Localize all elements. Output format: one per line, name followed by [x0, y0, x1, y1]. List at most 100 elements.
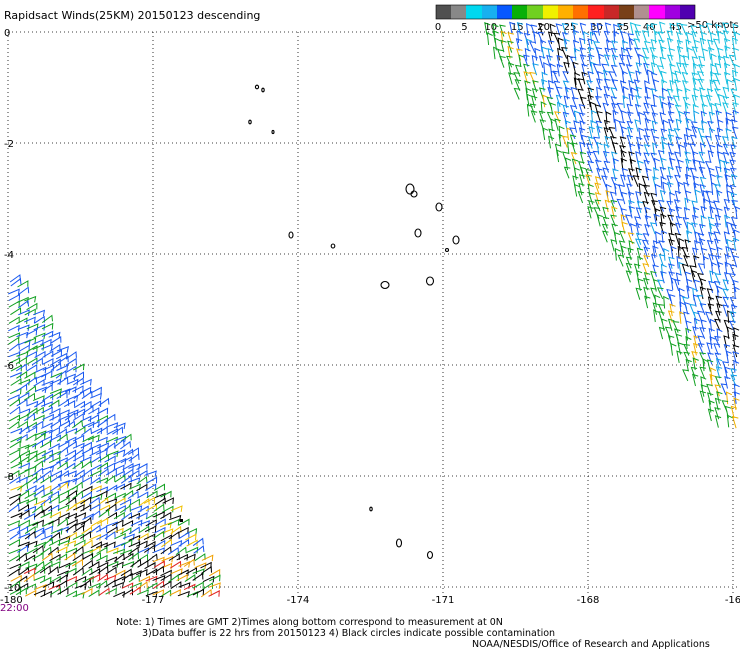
wind-barb	[627, 247, 634, 261]
wind-barb	[683, 343, 690, 356]
wind-barb	[146, 582, 158, 590]
wind-barb	[661, 101, 668, 115]
wind-barb	[154, 518, 166, 526]
wind-barb	[72, 490, 84, 500]
wind-barb	[33, 309, 46, 317]
wind-barb	[153, 560, 165, 568]
wind-barb	[730, 144, 737, 157]
island-outline	[435, 202, 443, 212]
wind-barb	[714, 223, 722, 235]
wind-barb	[41, 406, 53, 414]
wind-barb	[650, 38, 658, 52]
wind-barb	[555, 23, 563, 36]
wind-barb	[48, 331, 61, 339]
wind-barb	[691, 200, 698, 213]
wind-barb	[660, 270, 667, 284]
wind-barb	[725, 246, 732, 259]
wind-barb	[668, 232, 675, 246]
wind-barb	[674, 70, 681, 83]
wind-barb	[663, 247, 670, 261]
wind-barb	[601, 175, 608, 188]
map-title: Rapidsact Winds(25KM) 20150123 descendin…	[4, 9, 261, 22]
wind-barb	[684, 271, 691, 284]
wind-barb	[24, 554, 36, 562]
wind-barb	[73, 390, 85, 400]
wind-barb	[49, 484, 61, 492]
wind-barb	[524, 47, 531, 61]
wind-barb	[170, 505, 183, 512]
wind-barb	[33, 589, 46, 596]
wind-barb	[42, 357, 54, 365]
wind-barb	[708, 231, 715, 245]
wind-barb	[643, 135, 650, 148]
wind-barb	[685, 358, 692, 372]
wind-barb	[71, 481, 83, 490]
island-outline	[444, 247, 450, 253]
latitude-label: -4	[4, 250, 14, 261]
wind-barb	[690, 121, 698, 133]
colorbar-swatch	[649, 5, 665, 19]
wind-barb	[129, 586, 141, 595]
wind-barb	[572, 61, 579, 75]
wind-barb	[714, 214, 722, 228]
wind-barb	[562, 80, 570, 93]
wind-barb	[668, 128, 675, 141]
wind-barb	[613, 30, 620, 44]
wind-barb	[634, 119, 641, 132]
wind-barb	[666, 54, 674, 67]
wind-barb	[127, 447, 139, 455]
wind-barb	[547, 86, 554, 100]
wind-barb	[72, 371, 84, 379]
wind-barb	[602, 230, 609, 243]
wind-barb	[208, 582, 221, 589]
wind-barb	[628, 93, 635, 107]
wind-barb	[635, 167, 642, 180]
wind-barb	[587, 38, 594, 51]
wind-barb	[570, 152, 578, 165]
wind-barb	[673, 278, 681, 292]
wind-barb	[26, 376, 38, 385]
wind-barb	[549, 102, 557, 116]
wind-barb	[632, 175, 640, 187]
wind-barb	[136, 581, 148, 590]
island-outline	[369, 506, 373, 512]
wind-barb	[714, 183, 721, 196]
wind-barb	[638, 53, 645, 67]
wind-barb	[25, 563, 38, 570]
wind-barb	[64, 540, 77, 547]
wind-barb	[89, 546, 101, 554]
wind-barb	[120, 433, 132, 442]
wind-barb	[644, 80, 651, 93]
wind-barb	[684, 197, 691, 211]
wind-barb	[57, 504, 70, 512]
wind-barb	[74, 583, 87, 590]
wind-barb	[634, 47, 641, 60]
wind-barb	[651, 112, 659, 125]
wind-barb	[709, 270, 716, 283]
wind-barb	[669, 79, 676, 93]
wind-barb	[547, 48, 554, 61]
wind-barb	[161, 555, 174, 563]
wind-barb	[587, 71, 594, 84]
wind-barb	[634, 103, 642, 117]
wind-barb	[15, 587, 27, 596]
wind-barb	[716, 246, 723, 260]
wind-barb	[31, 357, 43, 366]
wind-barb	[90, 386, 102, 394]
wind-barb	[72, 363, 85, 371]
wind-barb	[594, 159, 602, 172]
wind-barb	[114, 435, 127, 443]
wind-barb	[694, 231, 701, 244]
wind-barb	[655, 231, 662, 244]
wind-barb	[514, 79, 522, 91]
wind-barb	[657, 31, 665, 44]
wind-barb	[679, 301, 686, 315]
wind-barb	[637, 160, 644, 173]
wind-barb	[160, 511, 172, 520]
wind-barb	[89, 449, 101, 457]
island-outline	[425, 276, 435, 286]
wind-barb	[525, 38, 532, 52]
wind-barb	[635, 232, 643, 245]
wind-barb	[666, 37, 674, 51]
